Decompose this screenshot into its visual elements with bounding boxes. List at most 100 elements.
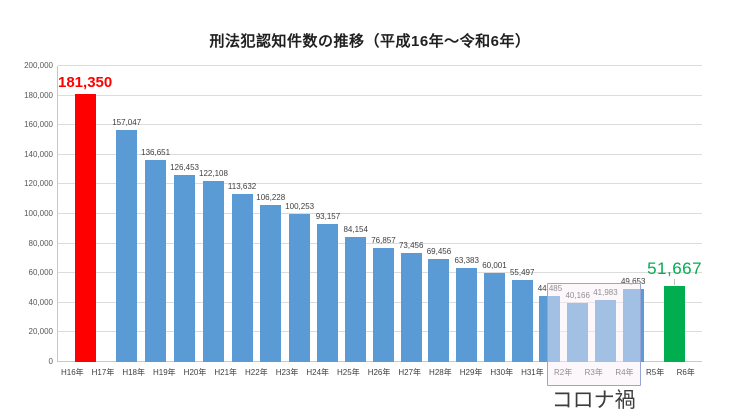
y-tick-label: 140,000 (24, 149, 53, 159)
x-tick-label: R4年 (615, 368, 634, 377)
x-tick-label: H22年 (245, 368, 268, 377)
bar (202, 181, 224, 362)
bar-slot: 113,632 (228, 66, 256, 362)
bar-slot: 106,228 (256, 66, 285, 362)
bar-slot: 40,166 (564, 66, 592, 362)
y-tick-label: 80,000 (28, 238, 53, 248)
bar (428, 259, 450, 362)
bar (511, 279, 533, 362)
bar (289, 213, 311, 362)
y-tick-label: 40,000 (28, 297, 53, 307)
bar-slot: 49,653 (619, 66, 647, 362)
bar-value-label: 106,228 (256, 192, 286, 202)
bar-slot: 100,253 (285, 66, 314, 362)
bar (74, 93, 96, 362)
y-tick-label: 0 (48, 357, 53, 366)
bar-slot: 122,108 (199, 66, 228, 362)
bar (116, 129, 138, 362)
bar-slot: 44,485 (536, 66, 564, 362)
bar-slot: 136,651 (141, 66, 170, 362)
bar-slot: 51,667 (647, 66, 702, 362)
gridline (58, 242, 702, 244)
bar-slot: 41,983 (592, 66, 620, 362)
bar (372, 248, 394, 362)
bar-slot: 76,857 (370, 66, 398, 362)
x-tick-label: R6年 (676, 368, 695, 377)
y-tick-label: 20,000 (28, 327, 53, 337)
x-tick-label: H28年 (429, 368, 452, 377)
bar-slot: 157,047 (112, 66, 141, 362)
gridline (58, 65, 702, 66)
x-tick-label: H30年 (490, 368, 514, 377)
bar (539, 296, 561, 362)
plot-area: 181,350 157,047 136,651 126,453 122,108 113,6… (57, 65, 702, 362)
label-leader-line (674, 278, 676, 285)
chart-title: 刑法犯認知件数の推移（平成16年～令和6年） (209, 33, 531, 50)
x-tick-label: H31年 (521, 368, 544, 377)
y-tick-label: 60,000 (28, 268, 53, 278)
bar (400, 253, 422, 362)
x-tick-label: H19年 (153, 368, 176, 377)
bar-slot: 93,157 (314, 66, 342, 362)
y-tick-label: 100,000 (24, 209, 53, 218)
covid-annotation-label: コロナ禍 (551, 389, 636, 412)
bar (456, 268, 478, 362)
y-tick-label: 120,000 (24, 179, 53, 189)
bar-value-label: 136,651 (141, 147, 171, 157)
bar-value-label: 93,157 (315, 212, 341, 222)
bar-value-label: 100,253 (285, 201, 315, 211)
bar-value-label: 122,108 (199, 169, 228, 179)
y-tick-label: 160,000 (24, 120, 53, 130)
bar-slot: 69,456 (425, 66, 453, 362)
x-tick-label: H20年 (183, 368, 207, 377)
x-tick-label: H16年 (60, 368, 84, 377)
y-tick-label: 200,000 (24, 61, 53, 70)
bar-value-label: 44,485 (537, 284, 563, 294)
x-tick-label: H21年 (214, 368, 238, 377)
bar-value-label: 40,166 (565, 290, 590, 300)
x-axis-labels: H16年 H17年 H18年 H19年 H20年 H21年 H22年 H23年 H24年 H25年… (57, 367, 701, 378)
bar (174, 174, 196, 362)
bar-value-label: 76,857 (371, 236, 396, 246)
x-tick-label: H27年 (398, 368, 422, 377)
x-tick-label: R5年 (645, 368, 665, 377)
bar (567, 302, 589, 362)
gridline (58, 94, 702, 96)
bar-value-label: 51,667 (647, 258, 703, 278)
bar (594, 299, 616, 362)
x-tick-label: H23年 (275, 368, 299, 377)
x-tick-label: R2年 (553, 368, 573, 377)
x-tick-label: H26年 (367, 368, 391, 377)
bar-slot: 181,350 (58, 66, 112, 362)
bars-container: 181,350 157,047 136,651 126,453 122,108 113,6… (58, 66, 702, 362)
bar-value-label: 157,047 (112, 117, 142, 127)
bar (345, 237, 367, 362)
bar-value-label: 73,456 (398, 241, 424, 251)
bar-value-label: 60,001 (482, 261, 507, 271)
bar-slot: 63,383 (453, 66, 481, 362)
bar-value-label: 126,453 (170, 162, 199, 172)
bar (231, 193, 253, 362)
bar-value-label: 49,653 (620, 276, 646, 286)
bar-value-label: 181,350 (58, 73, 113, 91)
bar-value-label: 113,632 (227, 181, 257, 191)
gridline (58, 183, 702, 185)
gridline (58, 213, 702, 214)
x-tick-label: H18年 (122, 368, 146, 377)
bar (664, 285, 686, 362)
bar (622, 288, 644, 362)
x-tick-label: H25年 (337, 368, 360, 377)
bar-value-label: 69,456 (426, 247, 452, 257)
bar-value-label: 84,154 (343, 225, 368, 235)
gridline (58, 124, 702, 126)
bar-slot: 126,453 (170, 66, 199, 362)
x-tick-label: H24年 (306, 368, 330, 377)
bar (145, 159, 167, 362)
bar-slot: 84,154 (342, 66, 370, 362)
bar-slot: 60,001 (481, 66, 509, 362)
bar-value-label: 55,497 (509, 267, 535, 277)
bar-value-label: 63,383 (454, 256, 479, 266)
bar-slot: 55,497 (508, 66, 536, 362)
bar (260, 204, 282, 362)
